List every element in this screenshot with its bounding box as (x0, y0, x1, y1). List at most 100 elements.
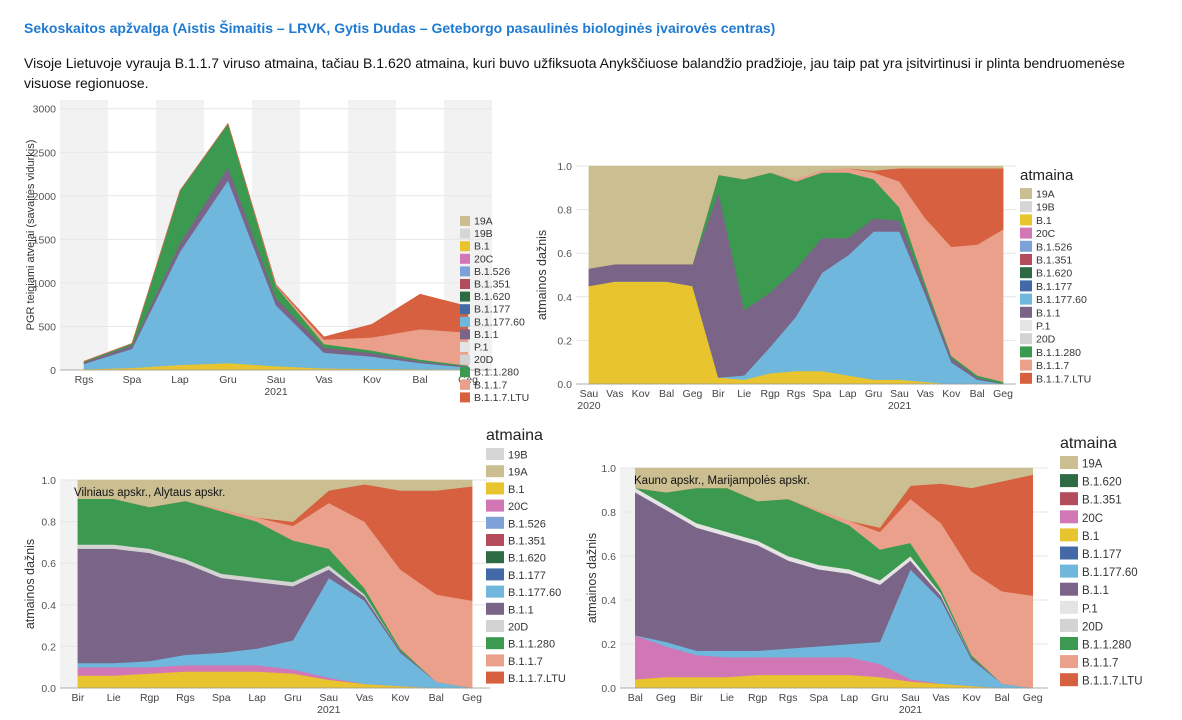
series-19a-area (635, 467, 1033, 528)
y-tick-label: 1000 (33, 278, 57, 290)
legend-label-b-1-526: B.1.526 (508, 518, 546, 530)
legend-swatch-b-1-1-280 (486, 637, 504, 650)
y-tick-label: 0.4 (557, 292, 572, 304)
y-tick-label: 1.0 (41, 475, 56, 487)
legend-label-19b: 19B (1036, 202, 1055, 214)
legend-label-b-1-1-7: B.1.1.7 (1036, 360, 1069, 372)
series-19a-area (77, 479, 473, 522)
x-tick-label: Sau (901, 692, 920, 704)
legend-swatch-19b (1020, 201, 1032, 213)
legend-swatch-b-1-1-280 (1020, 346, 1032, 358)
y-tick-label: 0.2 (41, 641, 56, 653)
y-tick-label: 500 (38, 321, 56, 333)
legend-swatch-20d (1020, 333, 1032, 345)
legend-label-b-1-526: B.1.526 (1036, 241, 1072, 253)
legend-swatch-20d (486, 620, 504, 632)
legend-swatch-b-1-351 (1060, 492, 1078, 506)
legend-swatch-b-1-620 (460, 291, 470, 302)
x-tick-label: Lie (720, 692, 734, 704)
x-tick-label: Rgp (748, 692, 767, 704)
month-band (60, 100, 108, 370)
legend-swatch-b-1-177-60 (486, 585, 504, 598)
y-axis-label: atmainos dažnis (585, 533, 599, 623)
legend-label-b-1-177: B.1.177 (1036, 281, 1072, 293)
legend-label-20d: 20D (1036, 334, 1056, 346)
legend-swatch-19a (1020, 188, 1032, 199)
y-tick-label: 0.2 (601, 639, 616, 651)
legend-swatch-b-1 (486, 482, 504, 495)
legend-swatch-b-1-1 (486, 602, 504, 615)
pgr-cases-chart: 0 500 1000 1500 2000 2500 3000 Rgs Spa Lap Gru Sau V… (25, 100, 529, 404)
x-tick-label: Kov (963, 692, 982, 704)
legend-swatch-b-1-1-7-ltu (1020, 372, 1032, 384)
x-tick-label: Gru (871, 692, 889, 704)
legend-swatch-p-1 (1060, 600, 1078, 614)
legend-swatch-20c (460, 253, 470, 264)
x-tick-label: Sau (267, 374, 286, 386)
legend-label-b-1-351: B.1.351 (508, 536, 546, 548)
x-tick-label: Rgp (760, 388, 779, 400)
legend-label-b-1: B.1 (1036, 215, 1052, 227)
x-tick-label: Lap (248, 692, 266, 704)
legend-label-b-1-351: B.1.351 (1036, 255, 1072, 267)
x-tick-label: Rgs (787, 388, 806, 400)
legend-label-b-1-177-60: B.1.177.60 (1082, 567, 1138, 579)
x-year-label: 2021 (317, 704, 341, 716)
legend-title: atmaina (1060, 435, 1117, 452)
legend-label-19b: 19B (474, 228, 493, 240)
legend-swatch-b-1-620 (486, 551, 504, 564)
legend-swatch-b-1 (1060, 528, 1078, 542)
x-tick-label: Spa (212, 692, 231, 704)
legend-label-20d: 20D (1082, 621, 1103, 633)
legend-label-b-1-177-60: B.1.177.60 (474, 316, 525, 328)
legend-swatch-b-1-620 (1020, 267, 1032, 279)
legend-swatch-b-1-177-60 (460, 316, 470, 327)
y-tick-label: 3000 (33, 104, 57, 116)
legend-title: atmaina (486, 427, 543, 444)
legend-label-b-1-620: B.1.620 (508, 553, 546, 565)
x-tick-label: Bal (429, 692, 444, 704)
y-axis-label: PGR teigiami atvejai (savaitės vidurkis) (25, 140, 37, 331)
legend-label-b-1-620: B.1.620 (474, 291, 510, 303)
x-year-label: 2021 (888, 400, 912, 412)
vilnius-alytus-frequency-chart: 0.0 0.2 0.4 0.6 0.8 1.0 Bir Lie Rgp Rgs Spa Lap Gru S… (23, 427, 566, 716)
legend-label-b-1-1: B.1.1 (474, 329, 499, 341)
x-tick-label: Sau (319, 692, 338, 704)
legend-swatch-20c (1020, 227, 1032, 239)
legend-swatch-19a (460, 216, 470, 226)
legend-label-20c: 20C (1036, 228, 1056, 240)
legend-label-b-1: B.1 (474, 241, 490, 253)
x-tick-label: Spa (813, 388, 832, 400)
y-tick-label: 0.0 (601, 683, 616, 695)
legend-label-b-1-620: B.1.620 (1036, 268, 1072, 280)
legend-swatch-20c (1060, 510, 1078, 524)
legend-label-19b: 19B (508, 450, 528, 462)
legend-label-b-1-1-280: B.1.1.280 (1082, 640, 1131, 652)
y-tick-label: 0.6 (41, 558, 56, 570)
legend-swatch-b-1 (1020, 214, 1032, 226)
x-tick-label: Bir (712, 388, 725, 400)
y-tick-label: 0.4 (601, 595, 616, 607)
y-tick-label: 0.2 (557, 335, 572, 347)
y-tick-label: 0.8 (557, 205, 572, 217)
legend-swatch-20d (460, 354, 470, 365)
legend-swatch-b-1-1-280 (460, 367, 470, 378)
legend-label-p-1: P.1 (1082, 603, 1098, 615)
x-tick-label: Gru (284, 692, 302, 704)
legend-label-b-1: B.1 (1082, 531, 1099, 543)
legend-swatch-b-1-620 (1060, 474, 1078, 488)
legend-label-b-1-526: B.1.526 (474, 266, 510, 278)
y-tick-label: 0.0 (41, 683, 56, 695)
y-tick-label: 0.8 (41, 517, 56, 529)
x-tick-label: Kov (632, 388, 651, 400)
x-tick-label: Spa (809, 692, 828, 704)
series-19a-area (588, 165, 1004, 269)
legend-swatch-b-1-526 (1020, 240, 1032, 252)
x-tick-label: Bal (628, 692, 643, 704)
legend-label-p-1: P.1 (1036, 321, 1051, 333)
legend-label-b-1-1-280: B.1.1.280 (474, 367, 519, 379)
legend-label-b-1-1-280: B.1.1.280 (508, 639, 555, 651)
legend-swatch-b-1-526 (460, 266, 470, 277)
legend-label-19a: 19A (1036, 189, 1055, 201)
legend-swatch-b-1-1-7 (460, 379, 470, 390)
